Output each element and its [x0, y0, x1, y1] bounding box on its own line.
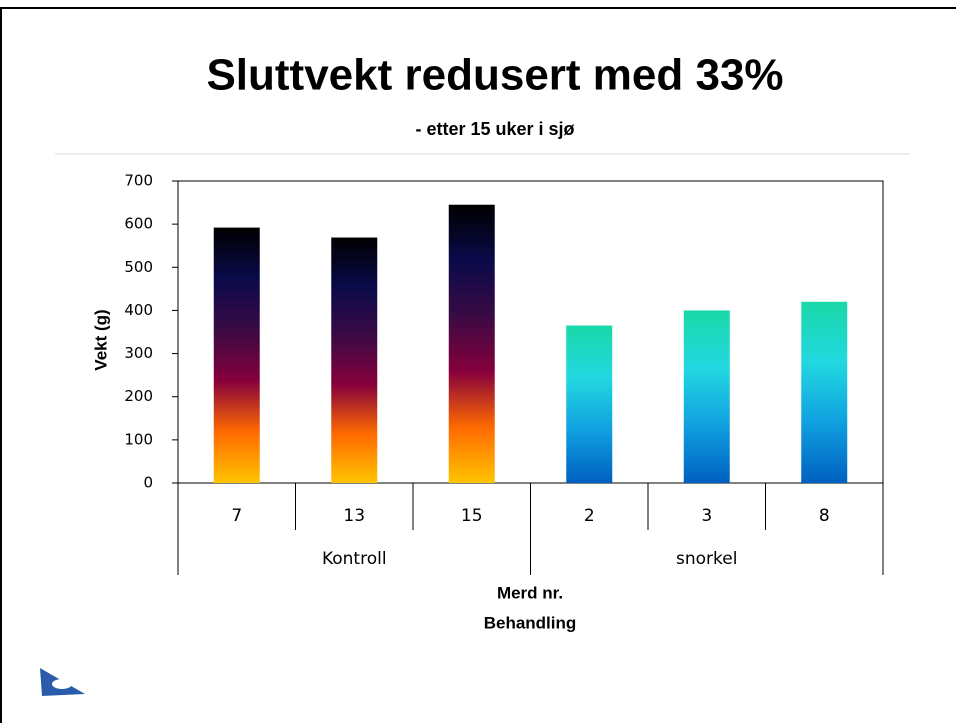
- x-tick-label: 3: [701, 506, 712, 526]
- y-tick-label: 700: [124, 172, 153, 190]
- bar: [448, 204, 495, 483]
- chart-subtitle: - etter 15 uker i sjø: [415, 119, 574, 139]
- x-axis-title: Merd nr.: [497, 583, 563, 602]
- bar: [683, 310, 730, 483]
- x-axis-title: Behandling: [484, 613, 577, 632]
- plot-frame: [177, 180, 884, 484]
- y-axis-title: Vekt (g): [91, 309, 110, 370]
- slide-border: [0, 7, 956, 723]
- bar: [213, 227, 260, 483]
- y-tick-label: 0: [143, 474, 153, 492]
- x-tick-label: 13: [343, 506, 365, 526]
- x-tick-label: 8: [819, 506, 830, 526]
- y-tick-label: 100: [124, 430, 153, 448]
- x-tick-label: 2: [584, 506, 595, 526]
- group-label: snorkel: [676, 549, 737, 569]
- y-tick-label: 300: [124, 344, 153, 362]
- bar: [566, 325, 613, 483]
- y-tick-label: 600: [124, 215, 153, 233]
- bar: [801, 301, 848, 483]
- group-label: Kontroll: [322, 549, 387, 569]
- bar: [331, 237, 378, 483]
- x-tick-label: 7: [231, 506, 242, 526]
- logo-detail: [52, 679, 72, 689]
- y-tick-label: 200: [124, 387, 153, 405]
- x-tick-label: 15: [461, 506, 483, 526]
- y-tick-label: 400: [124, 301, 153, 319]
- y-tick-label: 500: [124, 258, 153, 276]
- chart-title: Sluttvekt redusert med 33%: [206, 51, 783, 100]
